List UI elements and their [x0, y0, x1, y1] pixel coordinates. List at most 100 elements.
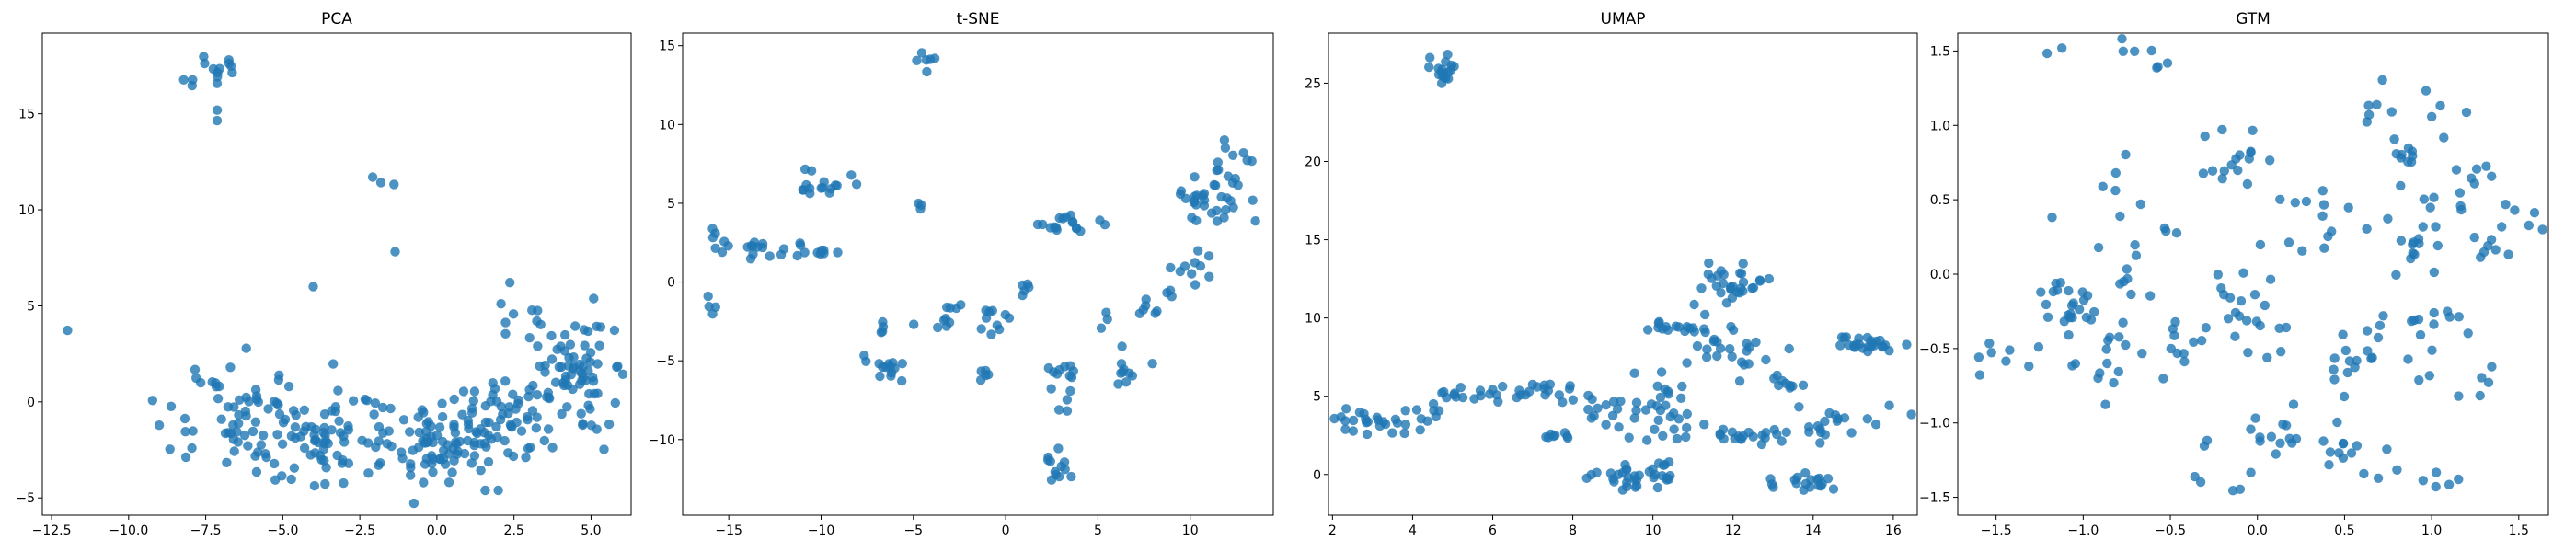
scatter-point: [463, 415, 473, 426]
scatter-point: [241, 343, 251, 353]
scatter-point: [523, 415, 533, 425]
scatter-point: [533, 305, 543, 316]
scatter-point: [2146, 45, 2156, 56]
scatter-point: [2471, 164, 2482, 174]
scatter-point: [1045, 223, 1055, 233]
scatter-point: [1101, 307, 1111, 317]
scatter-point: [1113, 379, 1123, 389]
scatter-point: [2130, 240, 2140, 250]
scatter-point: [2396, 236, 2407, 246]
scatter-point: [1629, 413, 1639, 423]
scatter-point: [508, 389, 518, 399]
scatter-point: [2130, 46, 2140, 56]
scatter-point: [2318, 200, 2329, 210]
scatter-point: [1832, 416, 1843, 426]
scatter-point: [2236, 296, 2247, 306]
scatter-point: [560, 371, 571, 382]
scatter-point: [488, 389, 498, 400]
scatter-point: [1442, 393, 1452, 403]
scatter-point: [1984, 339, 1995, 349]
scatter-point: [283, 381, 294, 392]
scatter-point: [1451, 392, 1461, 402]
scatter-point: [578, 362, 588, 372]
scatter-point: [818, 182, 828, 193]
scatter-point: [2329, 353, 2340, 363]
scatter-point: [1436, 78, 1447, 88]
scatter-point: [2089, 306, 2099, 317]
scatter-point: [1751, 337, 1761, 348]
scatter-point: [1532, 382, 1543, 392]
scatter-point: [2250, 413, 2260, 423]
x-tick-label: 10: [1645, 523, 1662, 538]
scatter-point: [2152, 63, 2162, 73]
scatter-point: [1374, 420, 1386, 431]
scatter-point: [594, 340, 604, 351]
scatter-point: [1692, 340, 1703, 351]
scatter-point: [524, 333, 535, 343]
scatter-point: [187, 80, 197, 91]
scatter-point: [247, 426, 259, 437]
scatter-point: [147, 396, 157, 406]
scatter-point: [480, 485, 490, 496]
pca-points: [63, 52, 628, 509]
scatter-point: [2537, 224, 2547, 235]
scatter-point: [2065, 309, 2076, 319]
scatter-point: [439, 445, 449, 455]
scatter-point: [1216, 191, 1226, 202]
scatter-point: [421, 438, 431, 448]
scatter-point: [180, 452, 191, 463]
scatter-point: [2115, 211, 2125, 222]
scatter-point: [2329, 364, 2339, 374]
scatter-point: [370, 398, 381, 408]
scatter-point: [2350, 362, 2360, 373]
scatter-point: [1653, 415, 1663, 425]
scatter-point: [1147, 359, 1157, 369]
scatter-point: [2327, 226, 2337, 236]
scatter-point: [2363, 100, 2374, 110]
scatter-point: [2403, 354, 2413, 364]
scatter-point: [1816, 481, 1826, 491]
scatter-point: [981, 313, 992, 323]
scatter-point: [428, 467, 438, 477]
scatter-point: [2217, 124, 2227, 135]
x-tick-label: −12.5: [32, 523, 72, 538]
scatter-point: [2042, 312, 2053, 322]
scatter-point: [1835, 340, 1846, 351]
y-tick-label: 10: [659, 118, 675, 132]
scatter-point: [1828, 484, 1839, 494]
scatter-point: [443, 477, 454, 488]
scatter-point: [592, 321, 602, 331]
scatter-point: [1862, 414, 1873, 424]
scatter-point: [1824, 408, 1834, 419]
scatter-point: [2301, 196, 2312, 207]
scatter-point: [2249, 290, 2260, 300]
scatter-point: [212, 115, 223, 126]
scatter-point: [1390, 414, 1401, 424]
scatter-point: [250, 385, 261, 395]
scatter-point: [488, 378, 498, 388]
scatter-point: [749, 237, 760, 247]
scatter-point: [2425, 202, 2435, 213]
scatter-point: [1514, 385, 1524, 396]
scatter-point: [1476, 391, 1486, 401]
scatter-point: [1411, 405, 1422, 415]
scatter-point: [320, 478, 330, 489]
scatter-point: [1593, 403, 1603, 413]
scatter-point: [805, 189, 815, 199]
scatter-point: [1152, 306, 1162, 316]
scatter-point: [568, 384, 578, 395]
scatter-point: [1643, 325, 1653, 335]
scatter-point: [806, 166, 817, 176]
scatter-point: [1700, 309, 1710, 320]
scatter-point: [1680, 326, 1690, 337]
scatter-point: [792, 250, 802, 261]
scatter-point: [2255, 436, 2265, 446]
scatter-point: [1652, 381, 1662, 391]
scatter-point: [1715, 343, 1726, 353]
scatter-point: [1738, 277, 1749, 287]
scatter-point: [1564, 384, 1575, 394]
scatter-point: [2275, 194, 2285, 204]
scatter-point: [1754, 276, 1765, 286]
scatter-point: [179, 413, 190, 424]
scatter-point: [2121, 339, 2131, 351]
